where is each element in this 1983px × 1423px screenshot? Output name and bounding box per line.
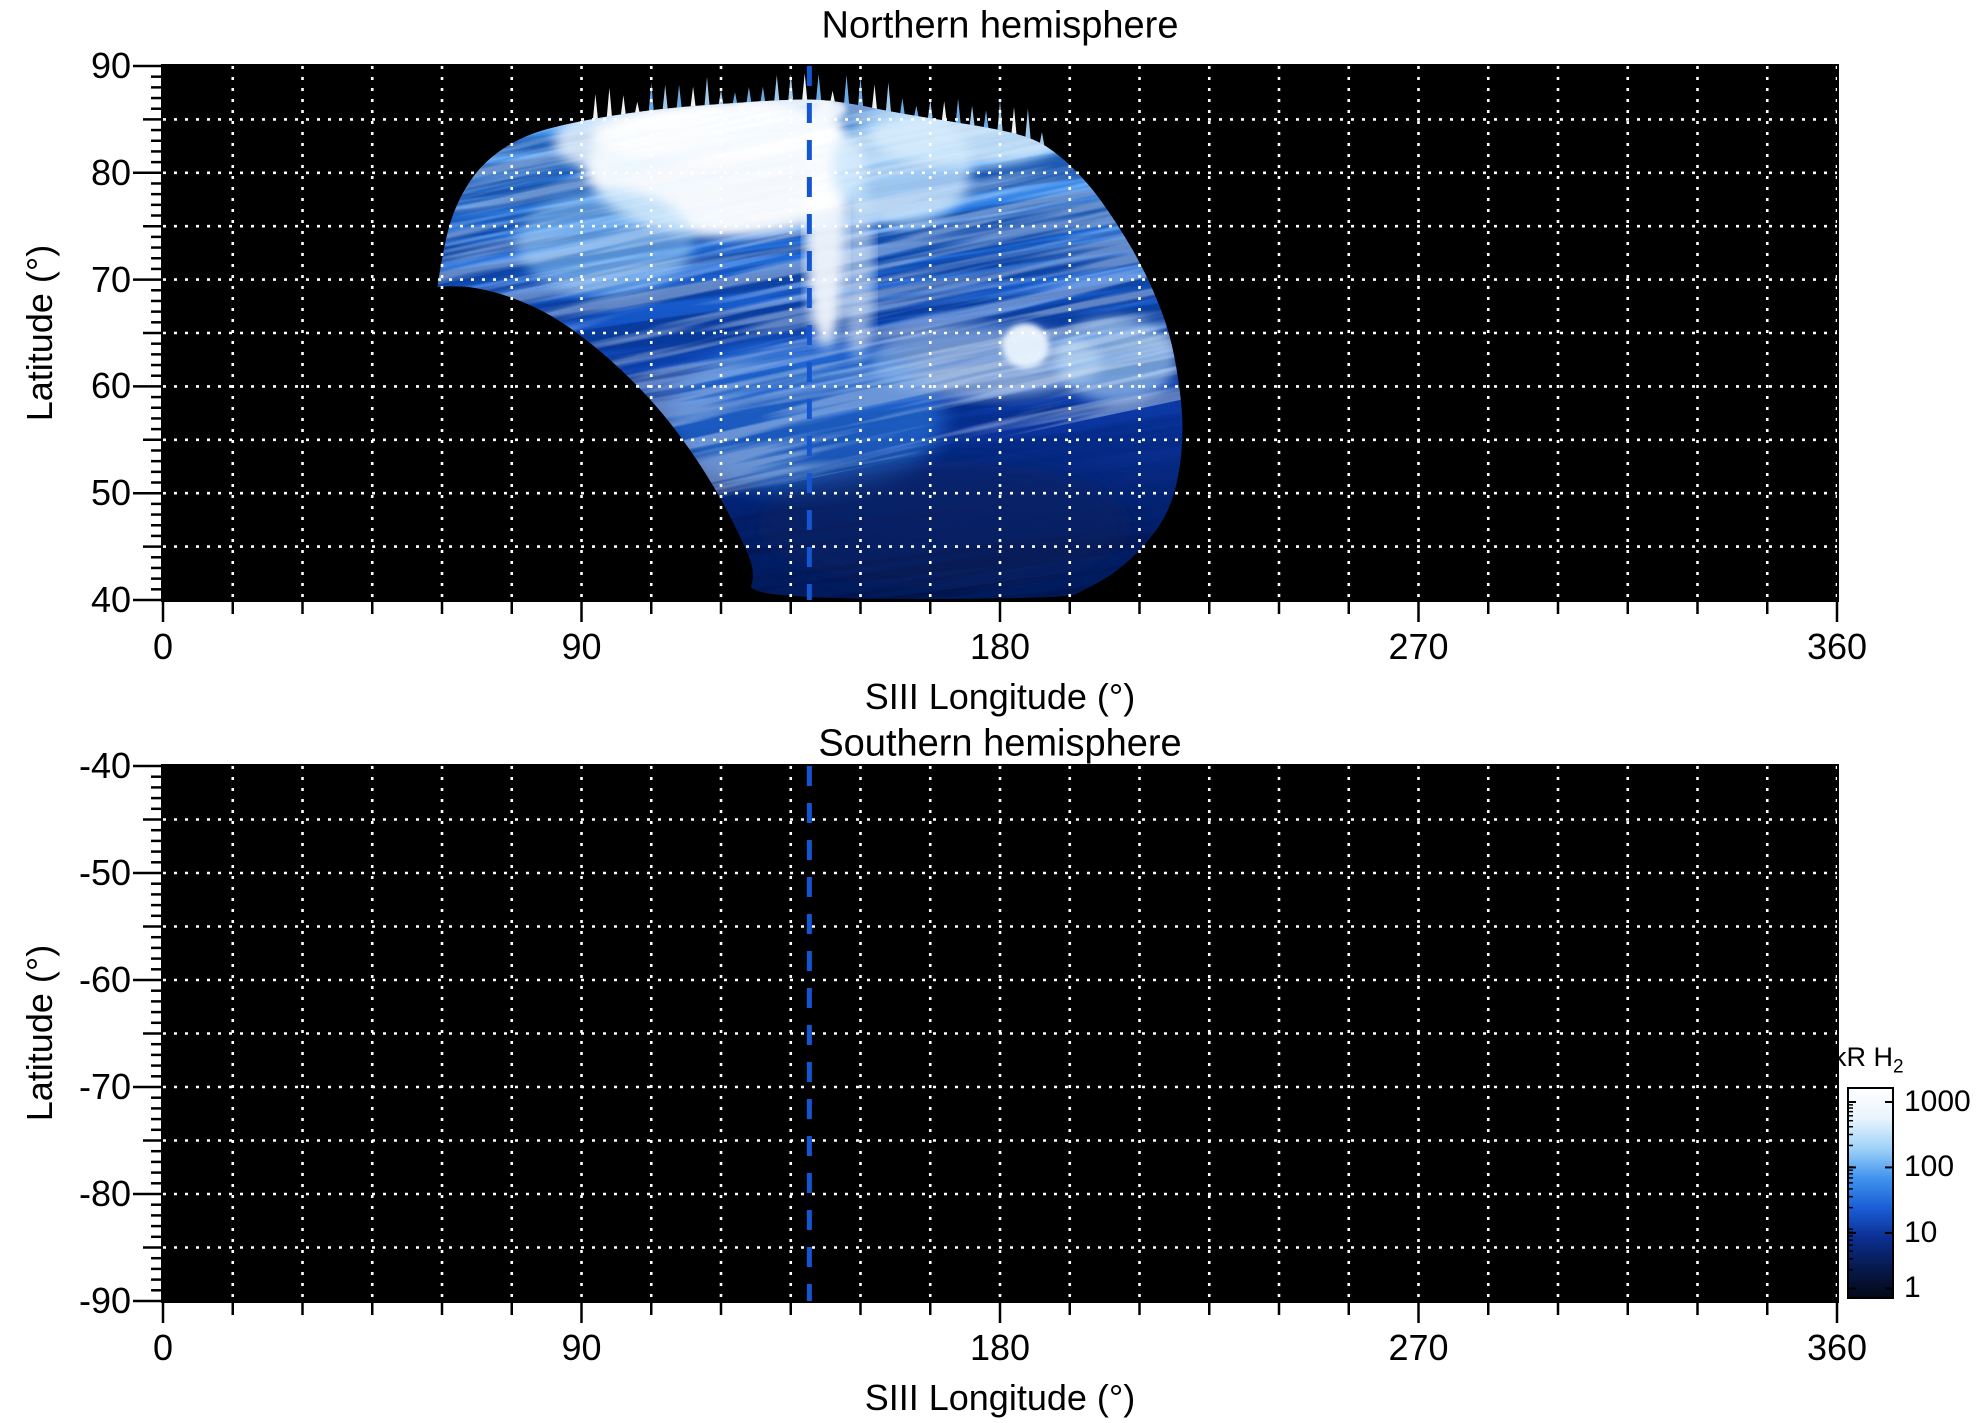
aurora-top-streaks <box>592 73 1045 147</box>
south-heatmap <box>163 766 1837 1301</box>
north-y-tick-label: 50 <box>90 472 131 514</box>
south-y-tick-label: -60 <box>78 959 131 1000</box>
north-x-tick-label: 270 <box>1388 626 1449 667</box>
south-panel-title: Southern hemisphere <box>818 722 1182 765</box>
north-heatmap <box>163 66 1837 600</box>
south-gridlines <box>163 766 1837 1301</box>
north-plot-area <box>161 64 1839 602</box>
south-x-axis-label: SIII Longitude (°) <box>864 1377 1136 1418</box>
north-x-tick-label: 90 <box>561 626 602 667</box>
colorbar-tick-label: 1000 <box>1904 1085 1971 1118</box>
south-y-tick-label: -50 <box>78 852 131 893</box>
south-x-tick-label: 360 <box>1806 1327 1868 1368</box>
colorbar-tick-label: 100 <box>1904 1150 1955 1184</box>
south-x-tick-label: 270 <box>1388 1327 1449 1368</box>
colorbar-title-subscript: 2 <box>1893 1056 1904 1078</box>
north-y-axis-label: Latitude (°) <box>19 244 60 422</box>
north-y-tick-label: 80 <box>90 151 131 193</box>
north-x-tick-label: 180 <box>969 626 1031 667</box>
north-gridlines <box>163 66 1837 600</box>
south-y-tick-label: -80 <box>78 1173 131 1214</box>
north-x-tick-label: 360 <box>1806 626 1868 667</box>
north-x-axis-label: SIII Longitude (°) <box>864 676 1136 717</box>
south-y-tick-label: -70 <box>78 1066 131 1107</box>
north-y-tick-label: 40 <box>90 579 131 620</box>
colorbar-tick-label: 1 <box>1904 1271 1921 1305</box>
north-y-tick-label: 60 <box>90 365 131 407</box>
colorbar-title: kR H2 <box>1833 1042 1904 1078</box>
colorbar <box>1847 1087 1894 1299</box>
south-x-tick-label: 180 <box>969 1327 1031 1368</box>
south-x-tick-label: 90 <box>561 1327 602 1368</box>
south-plot-area <box>161 764 1839 1303</box>
south-y-tick-label: -90 <box>78 1280 131 1321</box>
north-panel-title: Northern hemisphere <box>821 4 1179 47</box>
north-y-tick-label: 90 <box>90 45 131 86</box>
north-y-tick-label: 70 <box>90 258 131 300</box>
south-x-tick-label: 0 <box>152 1327 174 1368</box>
north-x-tick-label: 0 <box>152 626 174 667</box>
colorbar-tick-label: 10 <box>1904 1215 1938 1249</box>
south-y-tick-label: -40 <box>78 745 131 786</box>
south-y-axis-label: Latitude (°) <box>19 944 60 1122</box>
